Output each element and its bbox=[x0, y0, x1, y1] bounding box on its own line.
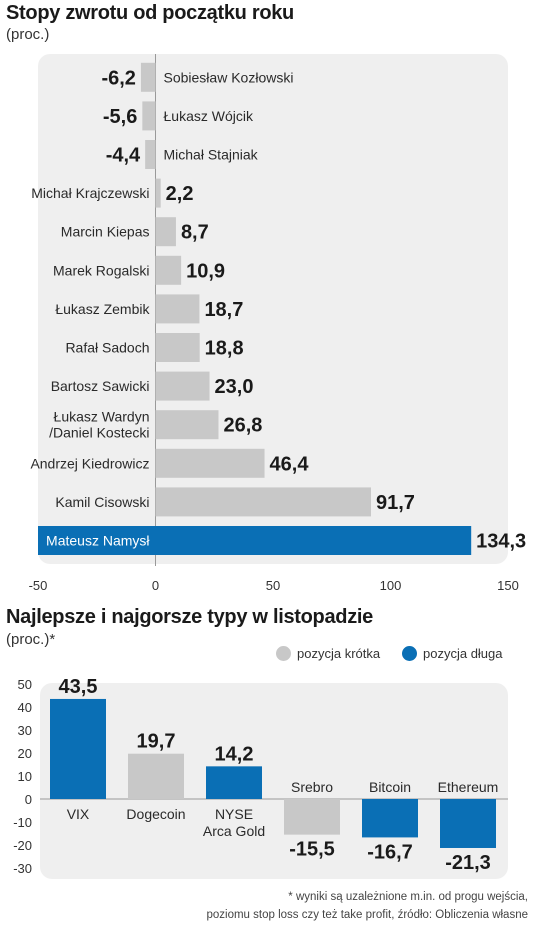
chart1-category-label: Michał Stajniak bbox=[164, 147, 259, 163]
chart1-bar bbox=[155, 255, 182, 285]
legend-label-krotka: pozycja krótka bbox=[297, 646, 381, 661]
chart2-tick-label: 10 bbox=[18, 769, 32, 784]
chart2-bar bbox=[440, 799, 496, 848]
chart1-value-label: 23,0 bbox=[215, 376, 254, 398]
chart2-bar bbox=[206, 766, 262, 799]
chart2-category-label: Srebro bbox=[291, 779, 333, 795]
chart2-tick-label: 20 bbox=[18, 746, 32, 761]
chart1-tick-label: 100 bbox=[380, 578, 402, 593]
chart1-value-label: 8,7 bbox=[181, 222, 209, 244]
chart1-category-label: Marcin Kiepas bbox=[61, 224, 150, 240]
chart1-value-label: 91,7 bbox=[376, 492, 415, 514]
legend-item-krotka: pozycja krótka bbox=[276, 646, 380, 661]
chart2-value-label: -21,3 bbox=[445, 852, 491, 874]
chart2-bar bbox=[128, 753, 184, 799]
footnote-line2: poziomu stop loss czy też take profit, ź… bbox=[206, 909, 528, 921]
footnote-line1: * wyniki są uzależnione m.in. od progu w… bbox=[288, 891, 528, 903]
chart1-category-label: Łukasz Zembik bbox=[55, 301, 150, 317]
footnote: * wyniki są uzależnione m.in. od progu w… bbox=[206, 888, 528, 924]
chart1-svg: Sobiesław Kozłowski -6,2 Łukasz Wójcik -5,6… bbox=[29, 54, 526, 593]
chart1-bar bbox=[155, 333, 200, 362]
chart2-bar bbox=[284, 799, 340, 835]
chart1-value-label: 26,8 bbox=[223, 415, 262, 437]
chart1-bar bbox=[155, 526, 472, 555]
chart1-bar bbox=[155, 294, 200, 324]
chart1-category-label: Łukasz Wardyn bbox=[54, 409, 150, 425]
legend-item-dluga: pozycja długa bbox=[402, 646, 503, 661]
chart2-bar bbox=[50, 698, 106, 799]
chart2-tick-label: -20 bbox=[13, 838, 32, 853]
chart1-bar bbox=[155, 217, 176, 247]
chart1-bar bbox=[155, 410, 219, 440]
chart2-category-label: NYSE bbox=[215, 806, 253, 822]
chart1-value-label: 18,8 bbox=[205, 338, 244, 360]
chart1-category-label: Bartosz Sawicki bbox=[51, 378, 150, 394]
chart2-tick-label: -30 bbox=[13, 861, 32, 876]
legend-label-dluga: pozycja długa bbox=[423, 646, 503, 661]
chart1-category-label: Kamil Cisowski bbox=[55, 494, 149, 510]
chart2-plot-background bbox=[40, 683, 508, 879]
chart1-category-label: Andrzej Kiedrowicz bbox=[30, 455, 149, 471]
chart1-tick-label: 50 bbox=[266, 578, 280, 593]
chart1-value-label: 46,4 bbox=[270, 453, 310, 475]
chart2-category-label: Dogecoin bbox=[126, 806, 185, 822]
chart2-value-label: 43,5 bbox=[59, 676, 98, 698]
chart2-category-label: Arca Gold bbox=[203, 823, 265, 839]
chart1-tick-label: 0 bbox=[152, 578, 159, 593]
chart2-value-label: 14,2 bbox=[215, 743, 254, 765]
chart1-tick-label: 150 bbox=[497, 578, 519, 593]
chart1-bar bbox=[140, 62, 156, 92]
chart2-value-label: 19,7 bbox=[137, 731, 176, 753]
chart2-tick-label: 40 bbox=[18, 700, 32, 715]
chart1-bar bbox=[142, 101, 156, 131]
chart1-category-label: Łukasz Wójcik bbox=[164, 108, 254, 124]
chart2-value-label: -16,7 bbox=[367, 841, 413, 863]
chart2-tick-label: 30 bbox=[18, 723, 32, 738]
chart2-bar bbox=[362, 799, 418, 838]
chart2-category-label: Bitcoin bbox=[369, 779, 411, 795]
chart1-bar bbox=[145, 140, 156, 169]
chart1-category-label: /Daniel Kostecki bbox=[49, 425, 149, 441]
chart1-category-label: Sobiesław Kozłowski bbox=[164, 69, 294, 85]
chart2-title: Najlepsze i najgorsze typy w listopadzie bbox=[6, 606, 373, 628]
chart1-category-label: Rafał Sadoch bbox=[65, 340, 149, 356]
chart2-category-label: Ethereum bbox=[438, 779, 499, 795]
chart1-category-label: Michał Krajczewski bbox=[31, 185, 149, 201]
chart1-value-label: 2,2 bbox=[166, 183, 194, 205]
chart1-value-label: 10,9 bbox=[186, 260, 225, 282]
chart2-subtitle: (proc.)* bbox=[6, 631, 56, 648]
chart1-value-label: 134,3 bbox=[476, 531, 526, 553]
chart1-bar bbox=[155, 371, 210, 401]
chart1-value-label: 18,7 bbox=[204, 299, 243, 321]
chart2-value-label: -15,5 bbox=[289, 839, 335, 861]
chart2-tick-label: 50 bbox=[18, 677, 32, 692]
chart1-category-label: Mateusz Namysł bbox=[46, 533, 150, 549]
chart1-bar bbox=[155, 487, 371, 517]
chart2-tick-label: -10 bbox=[13, 815, 32, 830]
chart1-tick-label: -50 bbox=[29, 578, 48, 593]
chart1-bar bbox=[155, 178, 161, 208]
chart1-title: Stopy zwrotu od początku roku bbox=[6, 2, 294, 24]
chart1-category-label: Marek Rogalski bbox=[53, 262, 149, 278]
legend-dot-dluga-icon bbox=[402, 646, 417, 661]
legend-dot-krotka-icon bbox=[276, 646, 291, 661]
chart2-category-label: VIX bbox=[67, 806, 90, 822]
chart1-value-label: -5,6 bbox=[103, 106, 137, 128]
chart1-bar bbox=[155, 448, 265, 478]
chart1-value-label: -4,4 bbox=[106, 145, 141, 167]
chart1-subtitle: (proc.) bbox=[6, 26, 50, 43]
chart2-tick-label: 0 bbox=[25, 792, 32, 807]
chart1-value-label: -6,2 bbox=[101, 67, 135, 89]
